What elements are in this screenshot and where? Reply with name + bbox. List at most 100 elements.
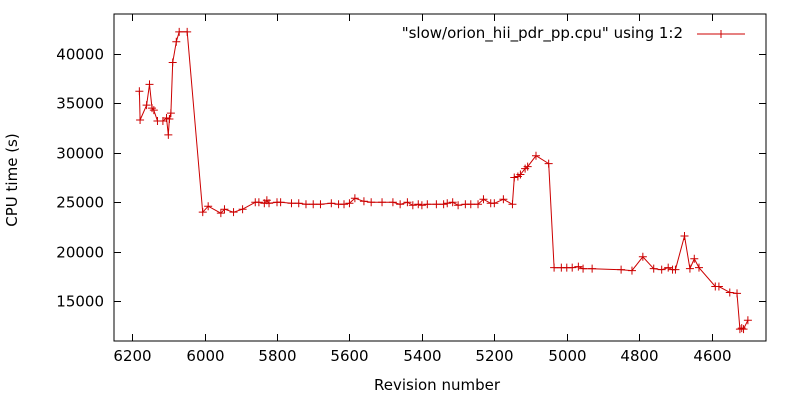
data-point bbox=[316, 200, 325, 209]
x-tick-label: 5600 bbox=[330, 347, 368, 365]
plot-area bbox=[135, 27, 752, 334]
data-point bbox=[574, 262, 583, 271]
data-point bbox=[739, 325, 748, 334]
data-point bbox=[508, 200, 517, 209]
data-point bbox=[474, 200, 483, 209]
y-tick-label: 25000 bbox=[56, 194, 104, 212]
data-point bbox=[142, 101, 151, 110]
data-point bbox=[378, 198, 387, 207]
data-point bbox=[510, 173, 519, 182]
data-point bbox=[579, 264, 588, 273]
data-point bbox=[359, 197, 368, 206]
data-point bbox=[340, 200, 349, 209]
legend: "slow/orion_hii_pdr_pp.cpu" using 1:2 bbox=[402, 24, 745, 43]
data-point bbox=[432, 200, 441, 209]
data-point bbox=[499, 195, 508, 204]
data-point bbox=[198, 208, 207, 217]
data-point bbox=[733, 289, 742, 298]
data-point bbox=[396, 200, 405, 209]
data-point bbox=[388, 198, 397, 207]
x-tick-label: 5800 bbox=[258, 347, 296, 365]
y-tick-label: 15000 bbox=[56, 293, 104, 311]
data-point bbox=[531, 151, 540, 160]
data-point bbox=[627, 266, 636, 275]
data-point bbox=[287, 199, 296, 208]
data-point bbox=[454, 201, 463, 210]
data-point bbox=[345, 199, 354, 208]
data-point bbox=[649, 264, 658, 273]
x-tick-label: 4600 bbox=[693, 347, 731, 365]
data-point bbox=[254, 198, 263, 207]
x-tick-label: 5400 bbox=[403, 347, 441, 365]
data-point bbox=[301, 200, 310, 209]
data-point bbox=[350, 194, 359, 203]
data-point bbox=[204, 202, 213, 211]
data-point bbox=[714, 282, 723, 291]
data-point bbox=[164, 130, 173, 139]
series-line bbox=[138, 31, 749, 330]
x-tick-label: 6200 bbox=[113, 347, 151, 365]
data-point bbox=[743, 316, 752, 325]
data-point bbox=[417, 201, 426, 210]
data-point bbox=[685, 264, 694, 273]
data-point bbox=[367, 198, 376, 207]
y-axis-label: CPU time (s) bbox=[3, 133, 21, 226]
data-point bbox=[443, 199, 452, 208]
data-point bbox=[568, 263, 577, 272]
data-point bbox=[638, 252, 647, 261]
y-tick-label: 30000 bbox=[56, 145, 104, 163]
data-point bbox=[403, 198, 412, 207]
data-point bbox=[145, 80, 154, 89]
legend-label: "slow/orion_hii_pdr_pp.cpu" using 1:2 bbox=[402, 24, 683, 43]
data-point bbox=[265, 199, 274, 208]
data-point bbox=[165, 115, 174, 124]
legend-marker bbox=[717, 30, 725, 38]
data-point bbox=[183, 27, 192, 36]
data-point bbox=[294, 199, 303, 208]
data-point bbox=[544, 159, 553, 168]
data-point bbox=[168, 58, 177, 67]
data-point bbox=[690, 254, 699, 263]
x-axis-label: Revision number bbox=[374, 376, 501, 394]
data-point bbox=[309, 200, 318, 209]
data-point bbox=[220, 205, 229, 214]
data-point bbox=[657, 265, 666, 274]
data-point bbox=[516, 170, 525, 179]
axes: 15000 20000 25000 30000 35000 40000 6200 6000 58… bbox=[56, 13, 767, 365]
y-tick-label: 40000 bbox=[56, 46, 104, 64]
data-point bbox=[135, 87, 144, 96]
data-point bbox=[550, 263, 559, 272]
data-point bbox=[671, 265, 680, 274]
data-point bbox=[229, 208, 238, 217]
data-point bbox=[276, 198, 285, 207]
data-point bbox=[408, 201, 417, 210]
plot-border bbox=[113, 13, 767, 342]
data-point bbox=[136, 116, 145, 125]
data-point bbox=[148, 104, 157, 113]
data-point bbox=[175, 27, 184, 36]
data-point bbox=[238, 205, 247, 214]
x-tick-label: 5200 bbox=[475, 347, 513, 365]
data-point bbox=[166, 109, 175, 118]
data-point bbox=[725, 288, 734, 297]
data-point bbox=[414, 200, 423, 209]
data-point bbox=[694, 263, 703, 272]
data-point bbox=[680, 231, 689, 240]
data-point bbox=[448, 198, 457, 207]
data-point bbox=[439, 200, 448, 209]
data-point bbox=[479, 195, 488, 204]
data-point bbox=[172, 37, 181, 46]
x-tick-label: 5000 bbox=[548, 347, 586, 365]
data-point bbox=[216, 209, 225, 218]
x-tick-label: 4800 bbox=[620, 347, 658, 365]
data-point bbox=[149, 106, 158, 115]
x-tick-label: 6000 bbox=[186, 347, 224, 365]
data-point bbox=[466, 200, 475, 209]
data-point bbox=[664, 263, 673, 272]
y-tick-label: 20000 bbox=[56, 244, 104, 262]
data-point bbox=[523, 162, 532, 171]
data-point bbox=[737, 324, 746, 333]
data-point bbox=[327, 199, 336, 208]
